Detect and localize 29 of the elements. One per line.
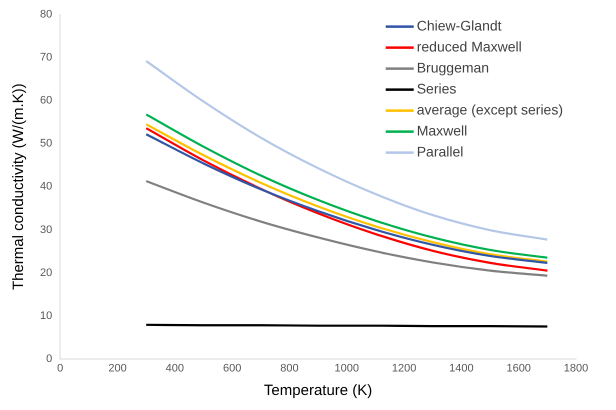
legend-label: Chiew-Glandt: [416, 17, 502, 34]
legend-label: Parallel: [416, 143, 464, 160]
y-tick-label: 30: [40, 224, 52, 236]
x-axis-title: Temperature (K): [264, 382, 372, 400]
y-tick-label: 0: [46, 352, 52, 365]
legend-label: Bruggeman: [416, 59, 490, 76]
x-tick-label: 1200: [392, 362, 416, 374]
x-tick-label: 800: [280, 362, 299, 374]
y-tick-label: 50: [40, 138, 52, 150]
legend-label: reduced Maxwell: [416, 38, 522, 54]
x-tick-label: 600: [222, 362, 242, 374]
x-tick-label: 1800: [564, 362, 588, 374]
y-tick-label: 60: [40, 94, 52, 107]
x-tick-label: 1600: [506, 362, 531, 374]
x-tick-label: 1400: [449, 362, 474, 374]
y-tick-label: 80: [40, 8, 52, 21]
line-series: [145, 180, 548, 277]
legend-label: Series: [416, 80, 456, 96]
legend-label: average (except series): [416, 101, 564, 118]
y-tick-label: 20: [40, 266, 52, 279]
x-tick-label: 1000: [334, 362, 360, 374]
y-tick-label: 40: [40, 180, 52, 193]
x-tick-label: 400: [166, 362, 184, 374]
legend-label: Maxwell: [416, 122, 468, 138]
y-axis-title: Thermal conductivity (W/(m.K)): [10, 83, 28, 290]
y-tick-label: 10: [40, 310, 52, 322]
x-tick-label: 0: [57, 362, 64, 374]
x-tick-label: 200: [108, 362, 127, 374]
y-tick-label: 70: [40, 52, 52, 64]
